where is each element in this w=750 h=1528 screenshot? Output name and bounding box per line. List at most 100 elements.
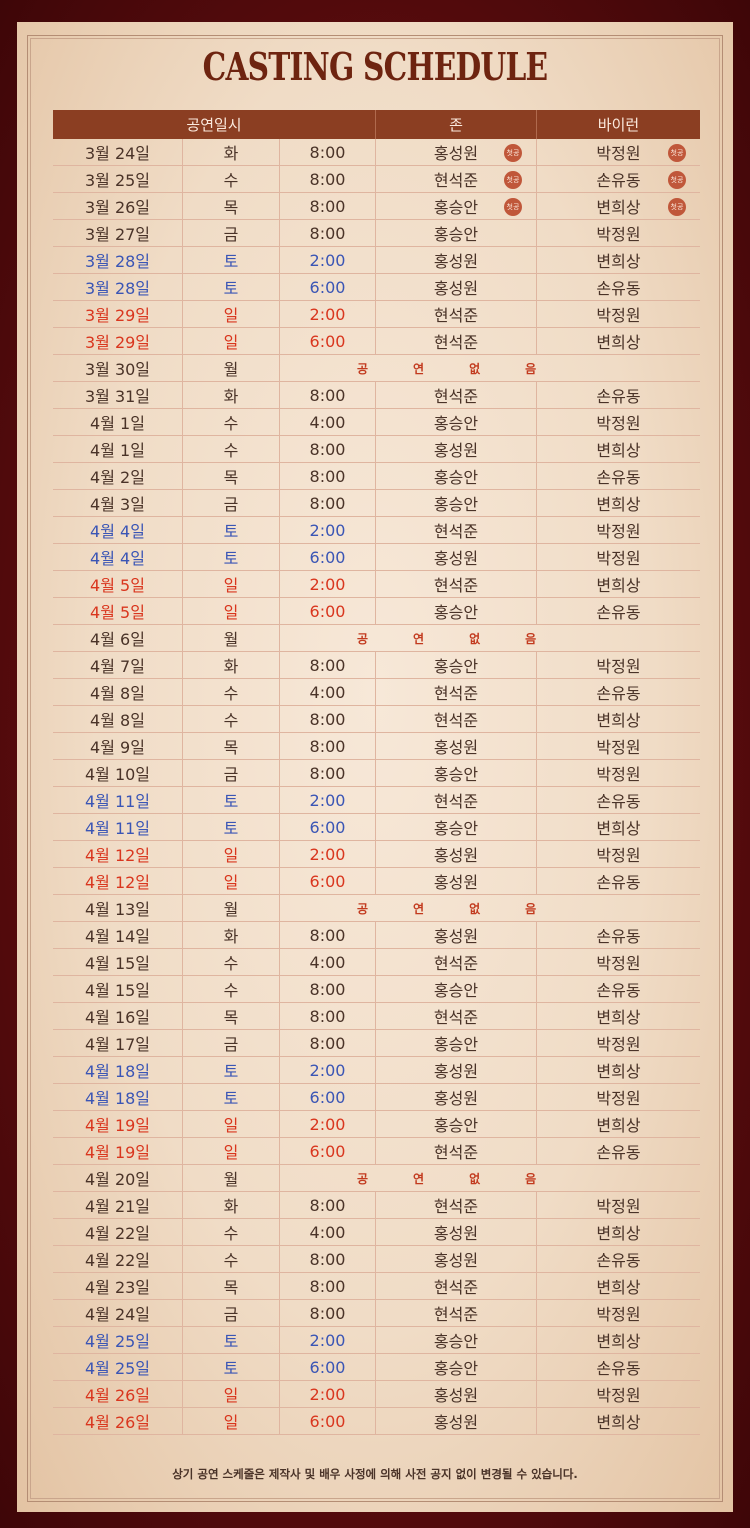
day-cell: 목 [183, 1273, 280, 1299]
day-cell: 월 [183, 1165, 280, 1191]
byron-cast-cell: 손유동 [537, 976, 700, 1002]
date-cell: 4월 13일 [53, 895, 183, 921]
john-cast-cell: 홍승안 [376, 463, 537, 489]
john-cast-cell: 홍승안 [376, 814, 537, 840]
day-cell: 토 [183, 814, 280, 840]
john-actor: 현석준 [433, 1278, 479, 1297]
byron-actor: 손유동 [596, 387, 641, 406]
day-cell: 토 [183, 787, 280, 813]
date-cell: 4월 3일 [53, 490, 183, 516]
table-row: 4월 18일 토 6:00 홍성원 박정원 [53, 1084, 700, 1111]
day-cell: 수 [183, 706, 280, 732]
table-row: 4월 15일 수 4:00 현석준 박정원 [53, 949, 700, 976]
john-actor: 현석준 [433, 684, 479, 703]
date-cell: 4월 21일 [53, 1192, 183, 1218]
john-cast-cell: 현석준 [376, 328, 537, 354]
day-cell: 금 [183, 1030, 280, 1056]
john-actor: 홍성원 [433, 873, 479, 892]
table-row: 4월 10일 금 8:00 홍승안 박정원 [53, 760, 700, 787]
time-cell: 2:00 [280, 517, 376, 543]
byron-actor: 손유동 [596, 1251, 641, 1270]
date-cell: 4월 24일 [53, 1300, 183, 1326]
byron-cast-cell: 손유동 [537, 787, 700, 813]
day-cell: 토 [183, 1057, 280, 1083]
time-cell: 8:00 [280, 139, 376, 165]
byron-cast-cell: 손유동 [537, 1354, 700, 1380]
no-show-label: 공연없음 [357, 1171, 582, 1186]
john-cast-cell: 홍성원 [376, 436, 537, 462]
byron-cast-cell: 박정원 [537, 841, 700, 867]
john-actor: 현석준 [433, 1143, 479, 1162]
day-cell: 일 [183, 1111, 280, 1137]
date-cell: 4월 16일 [53, 1003, 183, 1029]
table-row: 4월 25일 토 2:00 홍승안 변희상 [53, 1327, 700, 1354]
no-show-cell: 공연없음 [280, 625, 700, 651]
byron-actor: 변희상 [596, 1062, 641, 1081]
premiere-badge: 첫공 [504, 171, 522, 189]
schedule-notice: 상기 공연 스케줄은 제작사 및 배우 사정에 의해 사전 공지 없이 변경될 … [172, 1467, 578, 1481]
date-cell: 4월 22일 [53, 1219, 183, 1245]
byron-cast-cell: 변희상 첫공 [537, 193, 700, 219]
time-cell: 2:00 [280, 571, 376, 597]
day-cell: 일 [183, 301, 280, 327]
page-title: CASTING SCHEDULE [202, 44, 549, 89]
no-show-cell: 공연없음 [280, 1165, 700, 1191]
date-cell: 4월 4일 [53, 544, 183, 570]
day-cell: 수 [183, 166, 280, 192]
date-cell: 4월 23일 [53, 1273, 183, 1299]
john-actor: 홍승안 [433, 603, 479, 622]
table-row: 4월 22일 수 4:00 홍성원 변희상 [53, 1219, 700, 1246]
time-cell: 2:00 [280, 841, 376, 867]
day-cell: 금 [183, 760, 280, 786]
table-row: 4월 1일 수 8:00 홍성원 변희상 [53, 436, 700, 463]
date-cell: 4월 15일 [53, 976, 183, 1002]
decorative-frame [27, 35, 723, 1502]
table-row: 4월 6일 월 공연없음 [53, 625, 700, 652]
john-cast-cell: 홍승안 [376, 760, 537, 786]
john-cast-cell: 홍승안 [376, 1111, 537, 1137]
time-cell: 6:00 [280, 1138, 376, 1164]
byron-cast-cell: 변희상 [537, 814, 700, 840]
day-cell: 금 [183, 490, 280, 516]
time-cell: 8:00 [280, 760, 376, 786]
time-cell: 8:00 [280, 1300, 376, 1326]
byron-actor: 박정원 [596, 144, 641, 163]
byron-actor: 박정원 [596, 306, 641, 325]
table-row: 4월 5일 일 6:00 홍승안 손유동 [53, 598, 700, 625]
day-cell: 월 [183, 625, 280, 651]
byron-actor: 손유동 [596, 171, 641, 190]
john-actor: 홍승안 [433, 495, 479, 514]
date-cell: 4월 1일 [53, 436, 183, 462]
john-actor: 현석준 [433, 954, 479, 973]
john-cast-cell: 홍성원 [376, 733, 537, 759]
john-actor: 현석준 [433, 1305, 479, 1324]
byron-actor: 변희상 [596, 495, 641, 514]
john-cast-cell: 현석준 [376, 949, 537, 975]
byron-actor: 손유동 [596, 279, 641, 298]
john-cast-cell: 홍성원 [376, 544, 537, 570]
table-row: 3월 31일 화 8:00 현석준 손유동 [53, 382, 700, 409]
date-cell: 4월 18일 [53, 1084, 183, 1110]
byron-actor: 박정원 [596, 954, 641, 973]
byron-cast-cell: 변희상 [537, 1408, 700, 1434]
john-cast-cell: 홍성원 [376, 922, 537, 948]
time-cell: 8:00 [280, 463, 376, 489]
day-cell: 목 [183, 1003, 280, 1029]
time-cell: 2:00 [280, 301, 376, 327]
time-cell: 8:00 [280, 1192, 376, 1218]
john-actor: 홍성원 [433, 846, 479, 865]
john-actor: 현석준 [433, 792, 479, 811]
byron-cast-cell: 박정원 [537, 1084, 700, 1110]
byron-actor: 박정원 [596, 522, 641, 541]
byron-actor: 박정원 [596, 846, 641, 865]
byron-actor: 변희상 [596, 1413, 641, 1432]
day-cell: 금 [183, 1300, 280, 1326]
byron-cast-cell: 박정원 [537, 1192, 700, 1218]
byron-cast-cell: 박정원 [537, 544, 700, 570]
john-cast-cell: 현석준 [376, 382, 537, 408]
john-actor: 홍승안 [433, 414, 479, 433]
john-actor: 홍성원 [433, 927, 479, 946]
byron-cast-cell: 박정원 [537, 1030, 700, 1056]
premiere-badge: 첫공 [668, 144, 686, 162]
date-cell: 3월 27일 [53, 220, 183, 246]
